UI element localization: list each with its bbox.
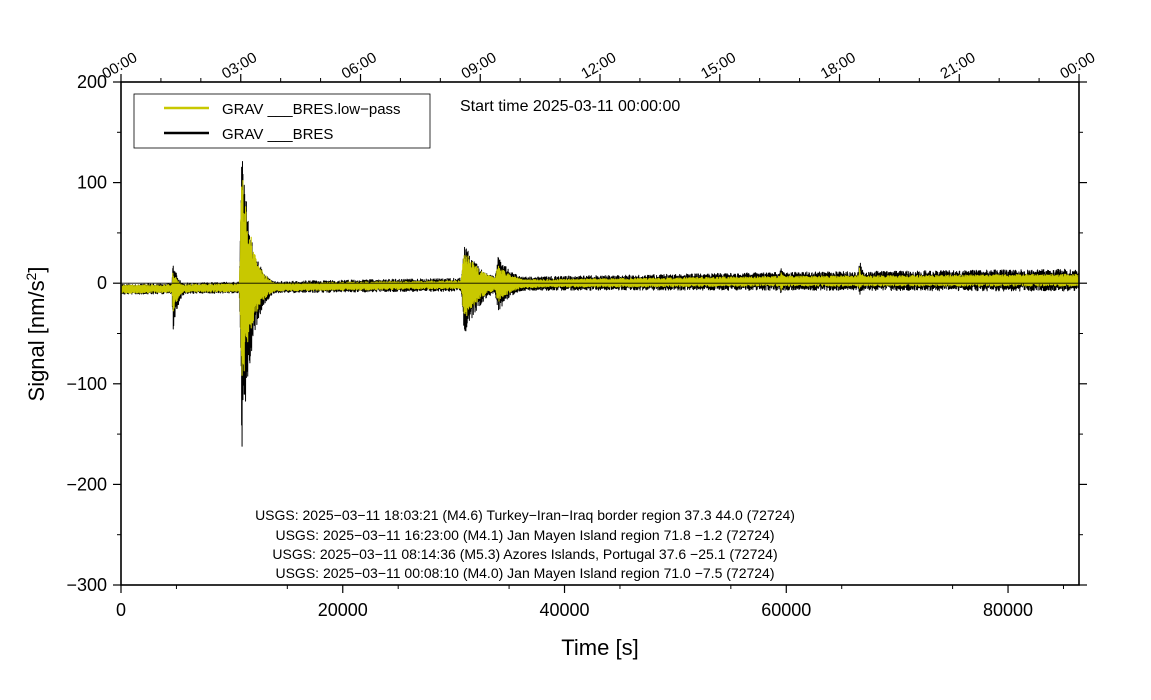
right-axis [1079,81,1087,586]
top-tick-label: 12:00 [578,49,619,82]
series-layer [121,160,1079,447]
x-tick-label: 0 [116,600,126,620]
legend-box [133,93,431,149]
y-axis-label-main: Signal [nm/s [24,280,49,401]
start-time-label: Start time 2025-03-11 00:00:00 [460,98,680,115]
top-tick-label: 00:00 [1057,49,1098,82]
top-tick-label: 18:00 [818,49,859,82]
x-tick-label: 60000 [761,600,811,620]
legend: GRAV ___BRES.low−pass GRAV ___BRES [133,93,431,149]
y-axis-label: Signal [nm/s2] [23,267,49,402]
x-tick-label: 40000 [539,600,589,620]
y-tick-label: −200 [66,474,107,494]
top-tick-label: 21:00 [937,49,978,82]
earthquake-annotations: USGS: 2025−03−11 18:03:21 (M4.6) Turkey−… [255,507,795,581]
series-line-raw [121,160,1079,447]
y-axis-label-exponent: 2 [23,272,39,280]
top-tick-label: 00:00 [99,49,140,82]
series-line-low-pass [121,180,1079,376]
x-tick-label: 80000 [983,600,1033,620]
y-tick-label: −100 [66,374,107,394]
legend-label-low-pass: GRAV ___BRES.low−pass [222,101,401,118]
event-annotation: USGS: 2025−03−11 18:03:21 (M4.6) Turkey−… [255,507,795,523]
event-annotation: USGS: 2025−03−11 08:14:36 (M5.3) Azores … [272,546,777,562]
event-annotation: USGS: 2025−03−11 16:23:00 (M4.1) Jan May… [275,527,774,543]
y-tick-label: −300 [66,575,107,595]
top-axis: 00:00 03:00 06:00 09:00 12:00 15:00 18:00 21:00… [99,49,1098,82]
top-tick-label: 06:00 [339,49,380,82]
bottom-axis: 0 20000 40000 60000 80000 [116,585,1064,620]
top-tick-label: 09:00 [458,49,499,82]
top-tick-label: 15:00 [698,49,739,82]
y-axis-label-close: ] [24,267,49,273]
y-tick-label: 0 [97,273,107,293]
x-tick-label: 20000 [318,600,368,620]
event-annotation: USGS: 2025−03−11 00:08:10 (M4.0) Jan May… [275,565,774,581]
y-tick-label: 200 [77,72,107,92]
y-tick-label: 100 [77,173,107,193]
top-tick-label: 03:00 [219,49,260,82]
legend-label-raw: GRAV ___BRES [222,126,333,143]
left-axis: 200 100 0 −100 −200 −300 [66,72,121,595]
x-axis-label: Time [s] [561,635,638,660]
